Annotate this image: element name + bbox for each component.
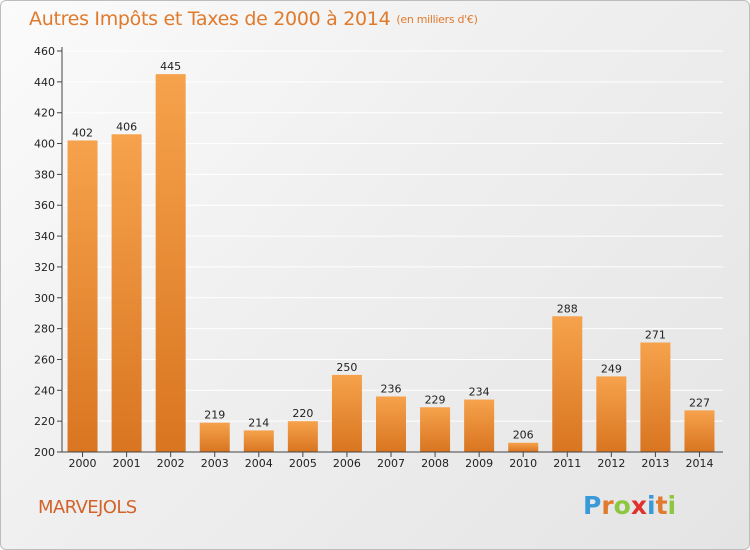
x-tick-label-2012: 2012: [597, 457, 625, 470]
y-tick-label-320: 320: [34, 261, 55, 274]
value-label-2007: 236: [381, 382, 402, 395]
logo-letter: x: [630, 491, 647, 520]
x-tick-label-2009: 2009: [465, 457, 493, 470]
x-tick-label-2005: 2005: [289, 457, 317, 470]
location-name: MARVEJOLS: [38, 497, 137, 518]
value-label-2005: 220: [292, 407, 313, 420]
y-tick-label-460: 460: [34, 45, 55, 58]
logo-letter: i: [647, 491, 656, 520]
value-label-2013: 271: [645, 328, 666, 341]
chart-title-text: Autres Impôts et Taxes de 2000 à 2014: [29, 8, 391, 30]
logo-letter: P: [583, 491, 602, 520]
bar-2005: [287, 421, 318, 452]
logo-letter: o: [613, 491, 631, 520]
bar-2004: [243, 430, 274, 452]
value-label-2006: 250: [336, 361, 357, 374]
bar-2009: [464, 399, 495, 452]
y-tick-label-200: 200: [34, 446, 55, 459]
bar-2013: [640, 342, 671, 452]
logo-letter: i: [667, 491, 677, 520]
x-tick-label-2004: 2004: [245, 457, 273, 470]
value-label-2008: 229: [425, 393, 446, 406]
bars: [67, 74, 715, 453]
x-tick-label-2001: 2001: [113, 457, 141, 470]
value-label-2014: 227: [689, 396, 710, 409]
x-tick-label-2006: 2006: [333, 457, 361, 470]
value-label-2003: 219: [204, 409, 225, 422]
x-tick-label-2014: 2014: [685, 457, 713, 470]
x-tick-label-2003: 2003: [201, 457, 229, 470]
y-tick-label-300: 300: [34, 292, 55, 305]
x-tick-label-2000: 2000: [69, 457, 97, 470]
chart-unit: (en milliers d'€): [396, 13, 478, 26]
value-label-2012: 249: [601, 362, 622, 375]
bar-2007: [376, 396, 406, 452]
x-tick-label-2008: 2008: [421, 457, 449, 470]
y-tick-label-260: 260: [34, 353, 55, 366]
axes: [57, 47, 723, 457]
logo-letter: t: [655, 491, 668, 520]
logo-letter: r: [601, 491, 614, 520]
value-label-2009: 234: [469, 386, 490, 399]
y-tick-label-220: 220: [34, 415, 55, 428]
value-label-2001: 406: [116, 120, 137, 133]
x-tick-label-2007: 2007: [377, 457, 405, 470]
bar-2012: [596, 376, 627, 452]
x-tick-label-2013: 2013: [641, 457, 669, 470]
y-tick-label-280: 280: [34, 323, 55, 336]
bar-2003: [199, 422, 230, 452]
y-tick-label-400: 400: [34, 138, 55, 151]
value-label-2000: 402: [72, 126, 93, 139]
value-label-2004: 214: [248, 416, 269, 429]
x-tick-label-2011: 2011: [553, 457, 581, 470]
bar-2008: [420, 407, 451, 452]
bar-2000: [67, 140, 98, 452]
proxiti-logo: Proxiti: [583, 491, 676, 520]
y-tick-label-380: 380: [34, 168, 55, 181]
labels: 200 220 240 260 280 300 320 340 360 380 400 420 440 4…: [34, 45, 713, 470]
y-tick-label-440: 440: [34, 76, 55, 89]
y-tick-label-420: 420: [34, 107, 55, 120]
y-tick-label-240: 240: [34, 384, 55, 397]
value-label-2002: 445: [160, 60, 181, 73]
bar-2006: [331, 374, 362, 452]
x-tick-label-2010: 2010: [509, 457, 537, 470]
bar-2014: [684, 410, 715, 452]
x-tick-label-2002: 2002: [157, 457, 185, 470]
value-label-2011: 288: [557, 302, 578, 315]
y-tick-label-340: 340: [34, 230, 55, 243]
bar-2001: [111, 134, 142, 453]
bar-2002: [155, 74, 186, 452]
y-tick-label-360: 360: [34, 199, 55, 212]
chart-title: Autres Impôts et Taxes de 2000 à 2014 (en…: [29, 8, 478, 30]
bar-2010: [508, 442, 539, 452]
bar-2011: [552, 316, 583, 452]
value-label-2010: 206: [513, 429, 534, 442]
